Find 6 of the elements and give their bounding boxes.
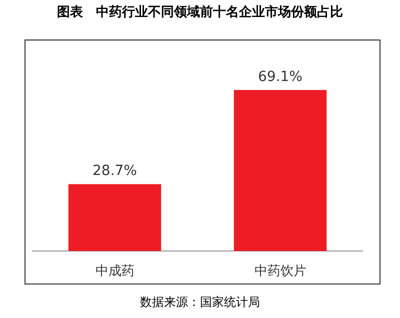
source-note: 数据来源：国家统计局	[140, 295, 260, 309]
x-tick-label: 中成药	[95, 264, 134, 279]
chart-title: 图表 中药行业不同领域前十名企业市场份额占比	[57, 4, 343, 19]
x-tick-label: 中药饮片	[254, 264, 306, 279]
data-label: 28.7%	[92, 163, 137, 180]
data-label: 69.1%	[258, 69, 302, 85]
